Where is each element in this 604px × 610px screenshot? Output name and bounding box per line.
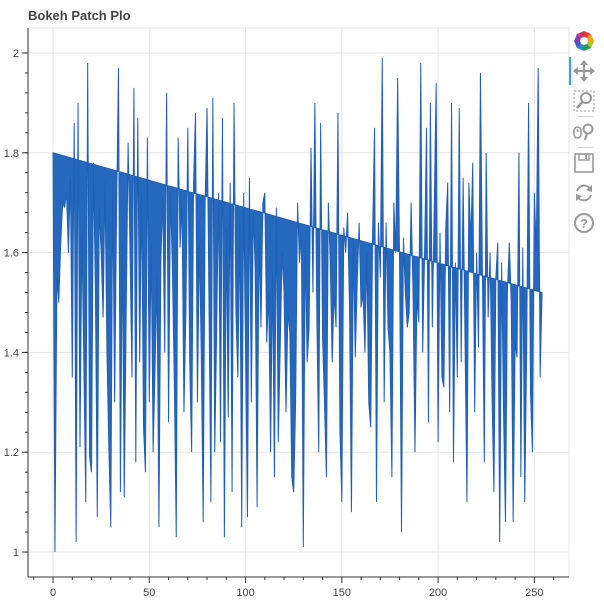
save-icon	[574, 153, 594, 173]
x-tick-label: 100	[236, 587, 254, 599]
y-tick-label: 1.2	[4, 447, 19, 459]
plot-title: Bokeh Patch Plo	[28, 8, 131, 23]
x-tick-label: 150	[333, 587, 351, 599]
x-tick-label: 200	[429, 587, 447, 599]
reset-icon	[576, 184, 592, 202]
help-tool-button[interactable]: ?	[569, 208, 599, 238]
x-axis: 0 50 100 150 200 250	[28, 576, 569, 599]
x-tick-label: 50	[143, 587, 155, 599]
y-tick-label: 1.6	[4, 248, 19, 260]
help-icon: ?	[574, 213, 594, 233]
pan-icon	[573, 60, 595, 82]
svg-text:?: ?	[580, 216, 588, 231]
box-zoom-tool-button[interactable]	[569, 86, 599, 116]
toolbar: ?	[569, 26, 601, 238]
toolbar-divider	[577, 147, 593, 148]
bokeh-logo-icon	[574, 31, 594, 51]
pan-tool-button[interactable]	[569, 56, 599, 86]
y-tick-label: 2	[13, 48, 19, 60]
bokeh-logo[interactable]	[569, 26, 599, 56]
save-tool-button[interactable]	[569, 148, 599, 178]
wheel-zoom-icon	[573, 123, 594, 141]
y-tick-label: 1	[13, 547, 19, 559]
box-zoom-icon	[573, 90, 595, 112]
y-axis: 1 1.2 1.4 1.6 1.8 2	[4, 28, 29, 577]
y-tick-label: 1.8	[4, 148, 19, 160]
toolbar-divider	[577, 116, 593, 117]
x-tick-label: 0	[50, 587, 56, 599]
patch-shape	[52, 57, 543, 553]
reset-tool-button[interactable]	[569, 178, 599, 208]
y-tick-label: 1.4	[4, 347, 19, 359]
x-tick-label: 250	[525, 587, 543, 599]
wheel-zoom-tool-button[interactable]	[569, 117, 599, 147]
